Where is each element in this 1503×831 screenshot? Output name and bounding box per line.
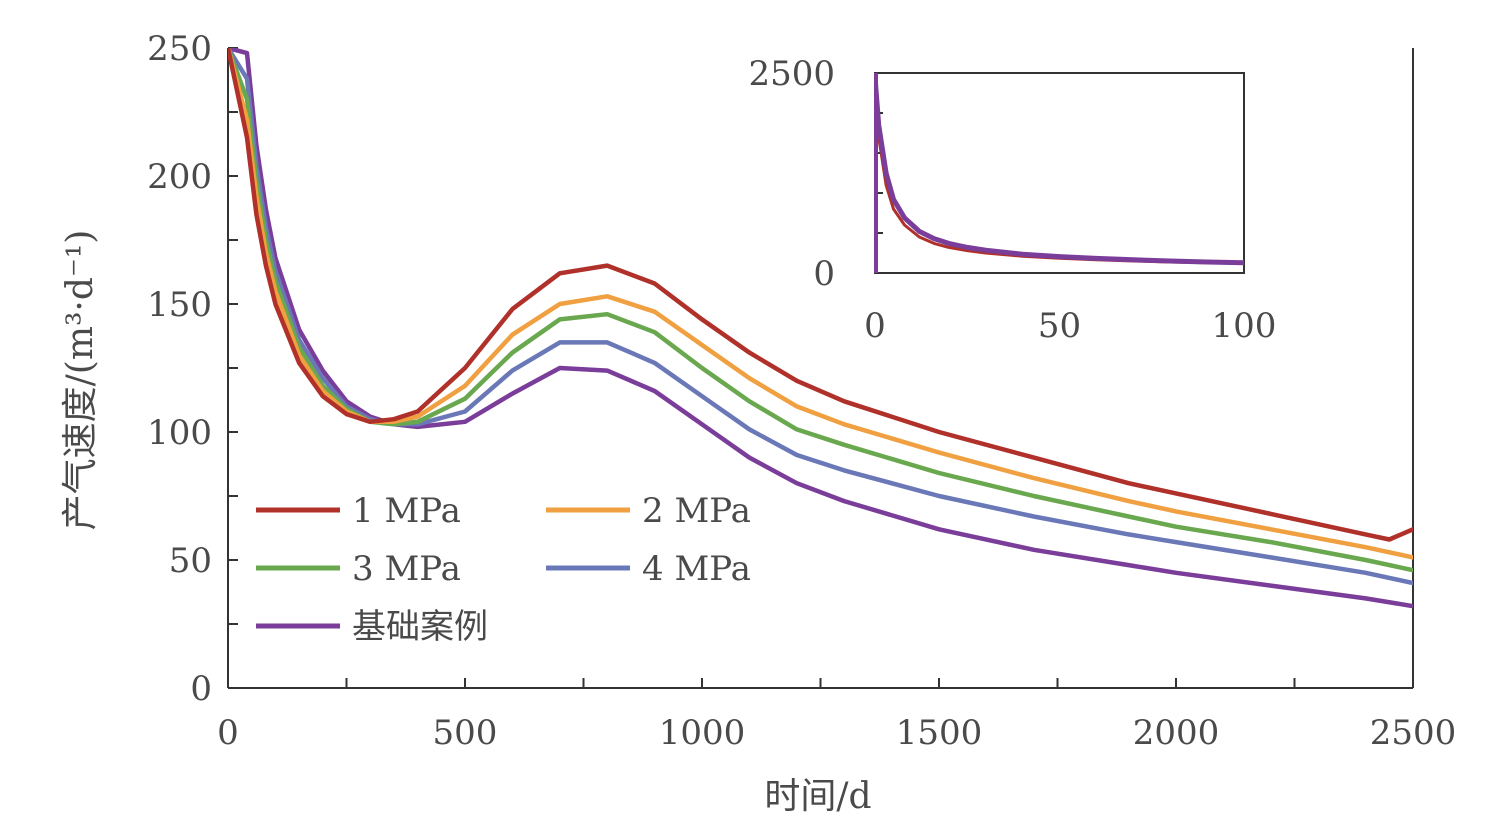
legend-label: 基础案例 [352,607,488,647]
series-line-3 MPa [228,48,1413,573]
inset-x-tick-label: 100 [1212,306,1277,346]
x-tick-label: 1500 [896,713,983,753]
y-tick-label: 50 [169,541,212,581]
legend-label: 1 MPa [352,491,461,531]
y-tick-label: 0 [190,669,212,709]
series-line-基础案例 [228,48,1413,609]
y-axis-label: 产气速度/(m³·d⁻¹) [60,230,101,531]
x-tick-label: 1000 [659,713,746,753]
y-tick-label: 100 [147,413,212,453]
series-line-2 MPa [228,48,1413,560]
legend: 1 MPa 2 MPa 3 MPa 4 MPa 基础案例 [256,491,751,647]
inset-y-tick-label: 0 [813,254,835,294]
inset-x-tick-label: 0 [864,306,886,346]
inset-y-tick-label: 2500 [748,54,835,94]
legend-label: 3 MPa [352,549,461,589]
y-tick-label: 250 [147,29,212,69]
inset-plot: 0 2500 0 50 100 [745,46,1305,346]
legend-label: 4 MPa [642,549,751,589]
x-tick-label: 500 [433,713,498,753]
x-tick-label: 2500 [1370,713,1457,753]
inset-x-tick-label: 50 [1038,306,1081,346]
inset-series-line-基础案例 [875,76,1244,266]
y-tick-label: 150 [147,285,212,325]
y-tick-label: 200 [147,157,212,197]
series-line-4 MPa [228,48,1413,586]
x-tick-label: 0 [217,713,239,753]
legend-label: 2 MPa [642,491,751,531]
x-axis-label: 时间/d [764,776,871,817]
x-tick-label: 2000 [1133,713,1220,753]
series-line-1 MPa [228,48,1413,542]
inset-background [745,46,1305,346]
